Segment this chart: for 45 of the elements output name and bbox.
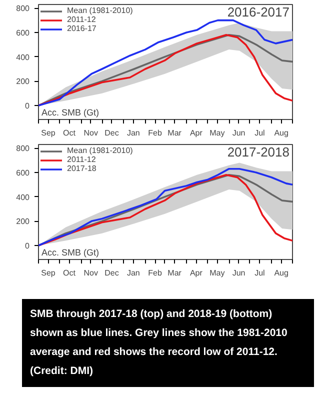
x-tick-label: Dec — [104, 268, 119, 278]
x-tick-label: Jun — [232, 268, 246, 278]
legend-label: 2016-17 — [67, 24, 96, 33]
x-tick-label: Jul — [254, 128, 266, 138]
x-tick-label: Sep — [41, 128, 56, 138]
x-tick-label: Sep — [41, 268, 56, 278]
y-tick-label: 800 — [16, 4, 30, 14]
y-tick-label: 400 — [16, 192, 30, 202]
x-tick-label: Mar — [168, 128, 182, 138]
x-tick-label: Dec — [104, 128, 119, 138]
x-tick-label: Feb — [148, 128, 162, 138]
y-tick-label: 0 — [25, 102, 30, 111]
x-tick-label: Nov — [84, 128, 98, 138]
chart-title: 2016-2017 — [227, 4, 290, 20]
x-tick-label: Jul — [254, 268, 266, 278]
x-tick-label: Jan — [126, 128, 140, 138]
x-tick-label: Aug — [274, 128, 288, 138]
y-tick-label: 200 — [16, 217, 30, 226]
y-tick-label: 200 — [16, 77, 30, 86]
x-tick-label: May — [210, 268, 225, 278]
y-tick-label: 600 — [16, 168, 30, 178]
y-tick-label: 400 — [16, 52, 30, 62]
y-tick-label: 800 — [16, 144, 30, 154]
x-tick-label: Aug — [274, 268, 288, 278]
annotation: Acc. SMB (Gt) — [42, 108, 100, 118]
y-tick-label: 600 — [16, 28, 30, 38]
x-tick-label: Nov — [84, 268, 98, 278]
x-tick-label: Apr — [190, 128, 203, 138]
legend-label: 2011-12 — [67, 15, 96, 24]
annotation: Acc. SMB (Gt) — [42, 248, 100, 258]
x-tick-label: Jan — [126, 268, 140, 278]
x-tick-label: May — [210, 128, 225, 138]
y-tick-label: 0 — [25, 242, 30, 251]
text: SMB through 2017-18 (top) and 2018-19 (bottom) shown as blue lines. Grey lines show the 1981-2010 average and red shows the record low of 2011-12. (Credit: DMI) — [30, 307, 288, 379]
legend-label: 2011-12 — [67, 155, 96, 164]
x-tick-label: Mar — [168, 268, 182, 278]
x-tick-label: Oct — [62, 128, 76, 138]
x-tick-label: Oct — [62, 268, 76, 278]
x-tick-label: Feb — [148, 268, 162, 278]
x-tick-label: Jun — [232, 128, 246, 138]
legend-label: 2017-18 — [67, 164, 96, 173]
x-tick-label: Apr — [190, 268, 203, 278]
chart-title: 2017-2018 — [227, 144, 290, 160]
legend-label: Mean (1981-2010) — [67, 6, 133, 15]
legend-label: Mean (1981-2010) — [67, 146, 133, 155]
